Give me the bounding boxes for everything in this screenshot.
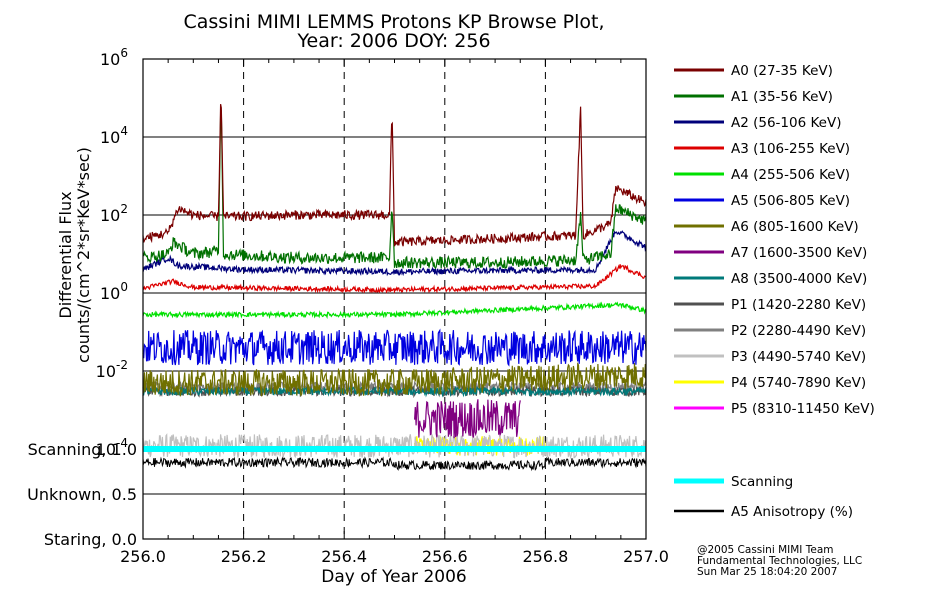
credit-line-2: Fundamental Technologies, LLC xyxy=(697,555,862,567)
legend-label: A0 (27-35 KeV) xyxy=(731,63,833,79)
x-tick-labels: 256.0 256.2 256.4 256.6 256.8 257.0 xyxy=(120,547,669,566)
y-tick-exp: 2 xyxy=(120,202,128,216)
legend-label: P2 (2280-4490 KeV) xyxy=(731,323,866,339)
legend-label: A5 (506-805 KeV) xyxy=(731,193,850,209)
x-tick-label: 256.2 xyxy=(221,547,267,566)
y-tick-label: 10-4 xyxy=(96,436,128,459)
x-tick-label: 257.0 xyxy=(623,547,669,566)
y-tick-exp: -4 xyxy=(116,436,128,450)
y-tick-label: 10-2 xyxy=(96,358,128,381)
y-tick-base: 10 xyxy=(100,128,120,147)
mode-tick-label: Scanning, 1.0 xyxy=(28,440,137,459)
axes-frame xyxy=(142,58,647,540)
series-line xyxy=(142,301,647,320)
y-tick-label: 106 xyxy=(100,46,128,69)
x-tick-label: 256.6 xyxy=(422,547,468,566)
y-tick-base: 10 xyxy=(100,206,120,225)
legend-label: P5 (8310-11450 KeV) xyxy=(731,401,875,417)
y-tick-exp: 4 xyxy=(120,124,128,138)
series-line xyxy=(142,433,647,460)
mode-series-lines xyxy=(142,446,647,472)
legend-label: P3 (4490-5740 KeV) xyxy=(731,349,866,365)
series-line xyxy=(142,328,647,367)
mode-tick-label: Staring, 0.0 xyxy=(44,530,137,549)
series-line xyxy=(142,103,647,247)
legend-label: A4 (255-506 KeV) xyxy=(731,167,850,183)
y-tick-base: 10 xyxy=(100,284,120,303)
y-tick-base: 10 xyxy=(96,362,116,381)
y-tick-base: 10 xyxy=(96,440,116,459)
y-tick-exp: 6 xyxy=(120,46,128,60)
series-line xyxy=(142,110,647,270)
legend: A0 (27-35 KeV) A1 (35-56 KeV) A2 (56-106 K… xyxy=(674,63,875,520)
flux-series-lines xyxy=(142,103,647,460)
legend-label: A7 (1600-3500 KeV) xyxy=(731,245,867,261)
legend-label: P1 (1420-2280 KeV) xyxy=(731,297,866,313)
legend-label: A2 (56-106 KeV) xyxy=(731,115,841,131)
y-axis-label-line2: counts/(cm^2*sr*KeV*sec) xyxy=(74,147,93,363)
credit-line-3: Sun Mar 25 18:04:20 2007 xyxy=(697,566,837,578)
y-tick-base: 10 xyxy=(100,50,120,69)
series-line xyxy=(142,264,647,294)
legend-label: Scanning xyxy=(731,474,793,490)
legend-label: A1 (35-56 KeV) xyxy=(731,89,833,105)
legend-label: A6 (805-1600 KeV) xyxy=(731,219,859,235)
legend-label: A3 (106-255 KeV) xyxy=(731,141,850,157)
x-tick-label: 256.0 xyxy=(120,547,166,566)
y-tick-label: 104 xyxy=(100,124,128,147)
series-line xyxy=(142,362,647,397)
legend-label: A5 Anisotropy (%) xyxy=(731,504,853,520)
x-tick-label: 256.4 xyxy=(321,547,367,566)
y-tick-exp: -2 xyxy=(116,358,128,372)
credit-line-1: @2005 Cassini MIMI Team xyxy=(697,544,834,556)
series-line xyxy=(414,399,521,439)
chart-title-line1: Cassini MIMI LEMMS Protons KP Browse Plo… xyxy=(183,11,604,33)
mode-tick-label: Unknown, 0.5 xyxy=(27,485,137,504)
y-tick-label: 100 xyxy=(100,280,128,303)
anisotropy-line xyxy=(142,456,647,472)
y-axis-label-line1: Differential Flux xyxy=(56,191,75,318)
y-tick-exp: 0 xyxy=(120,280,128,294)
chart-title-line2: Year: 2006 DOY: 256 xyxy=(296,30,490,52)
mode-tick-labels: Scanning, 1.0 Unknown, 0.5 Staring, 0.0 xyxy=(27,440,137,549)
x-tick-label: 256.8 xyxy=(522,547,568,566)
series-line xyxy=(142,229,647,277)
x-axis-label: Day of Year 2006 xyxy=(321,567,466,587)
legend-label: P4 (5740-7890 KeV) xyxy=(731,375,866,391)
y-tick-label: 102 xyxy=(100,202,128,225)
legend-label: A8 (3500-4000 KeV) xyxy=(731,271,867,287)
